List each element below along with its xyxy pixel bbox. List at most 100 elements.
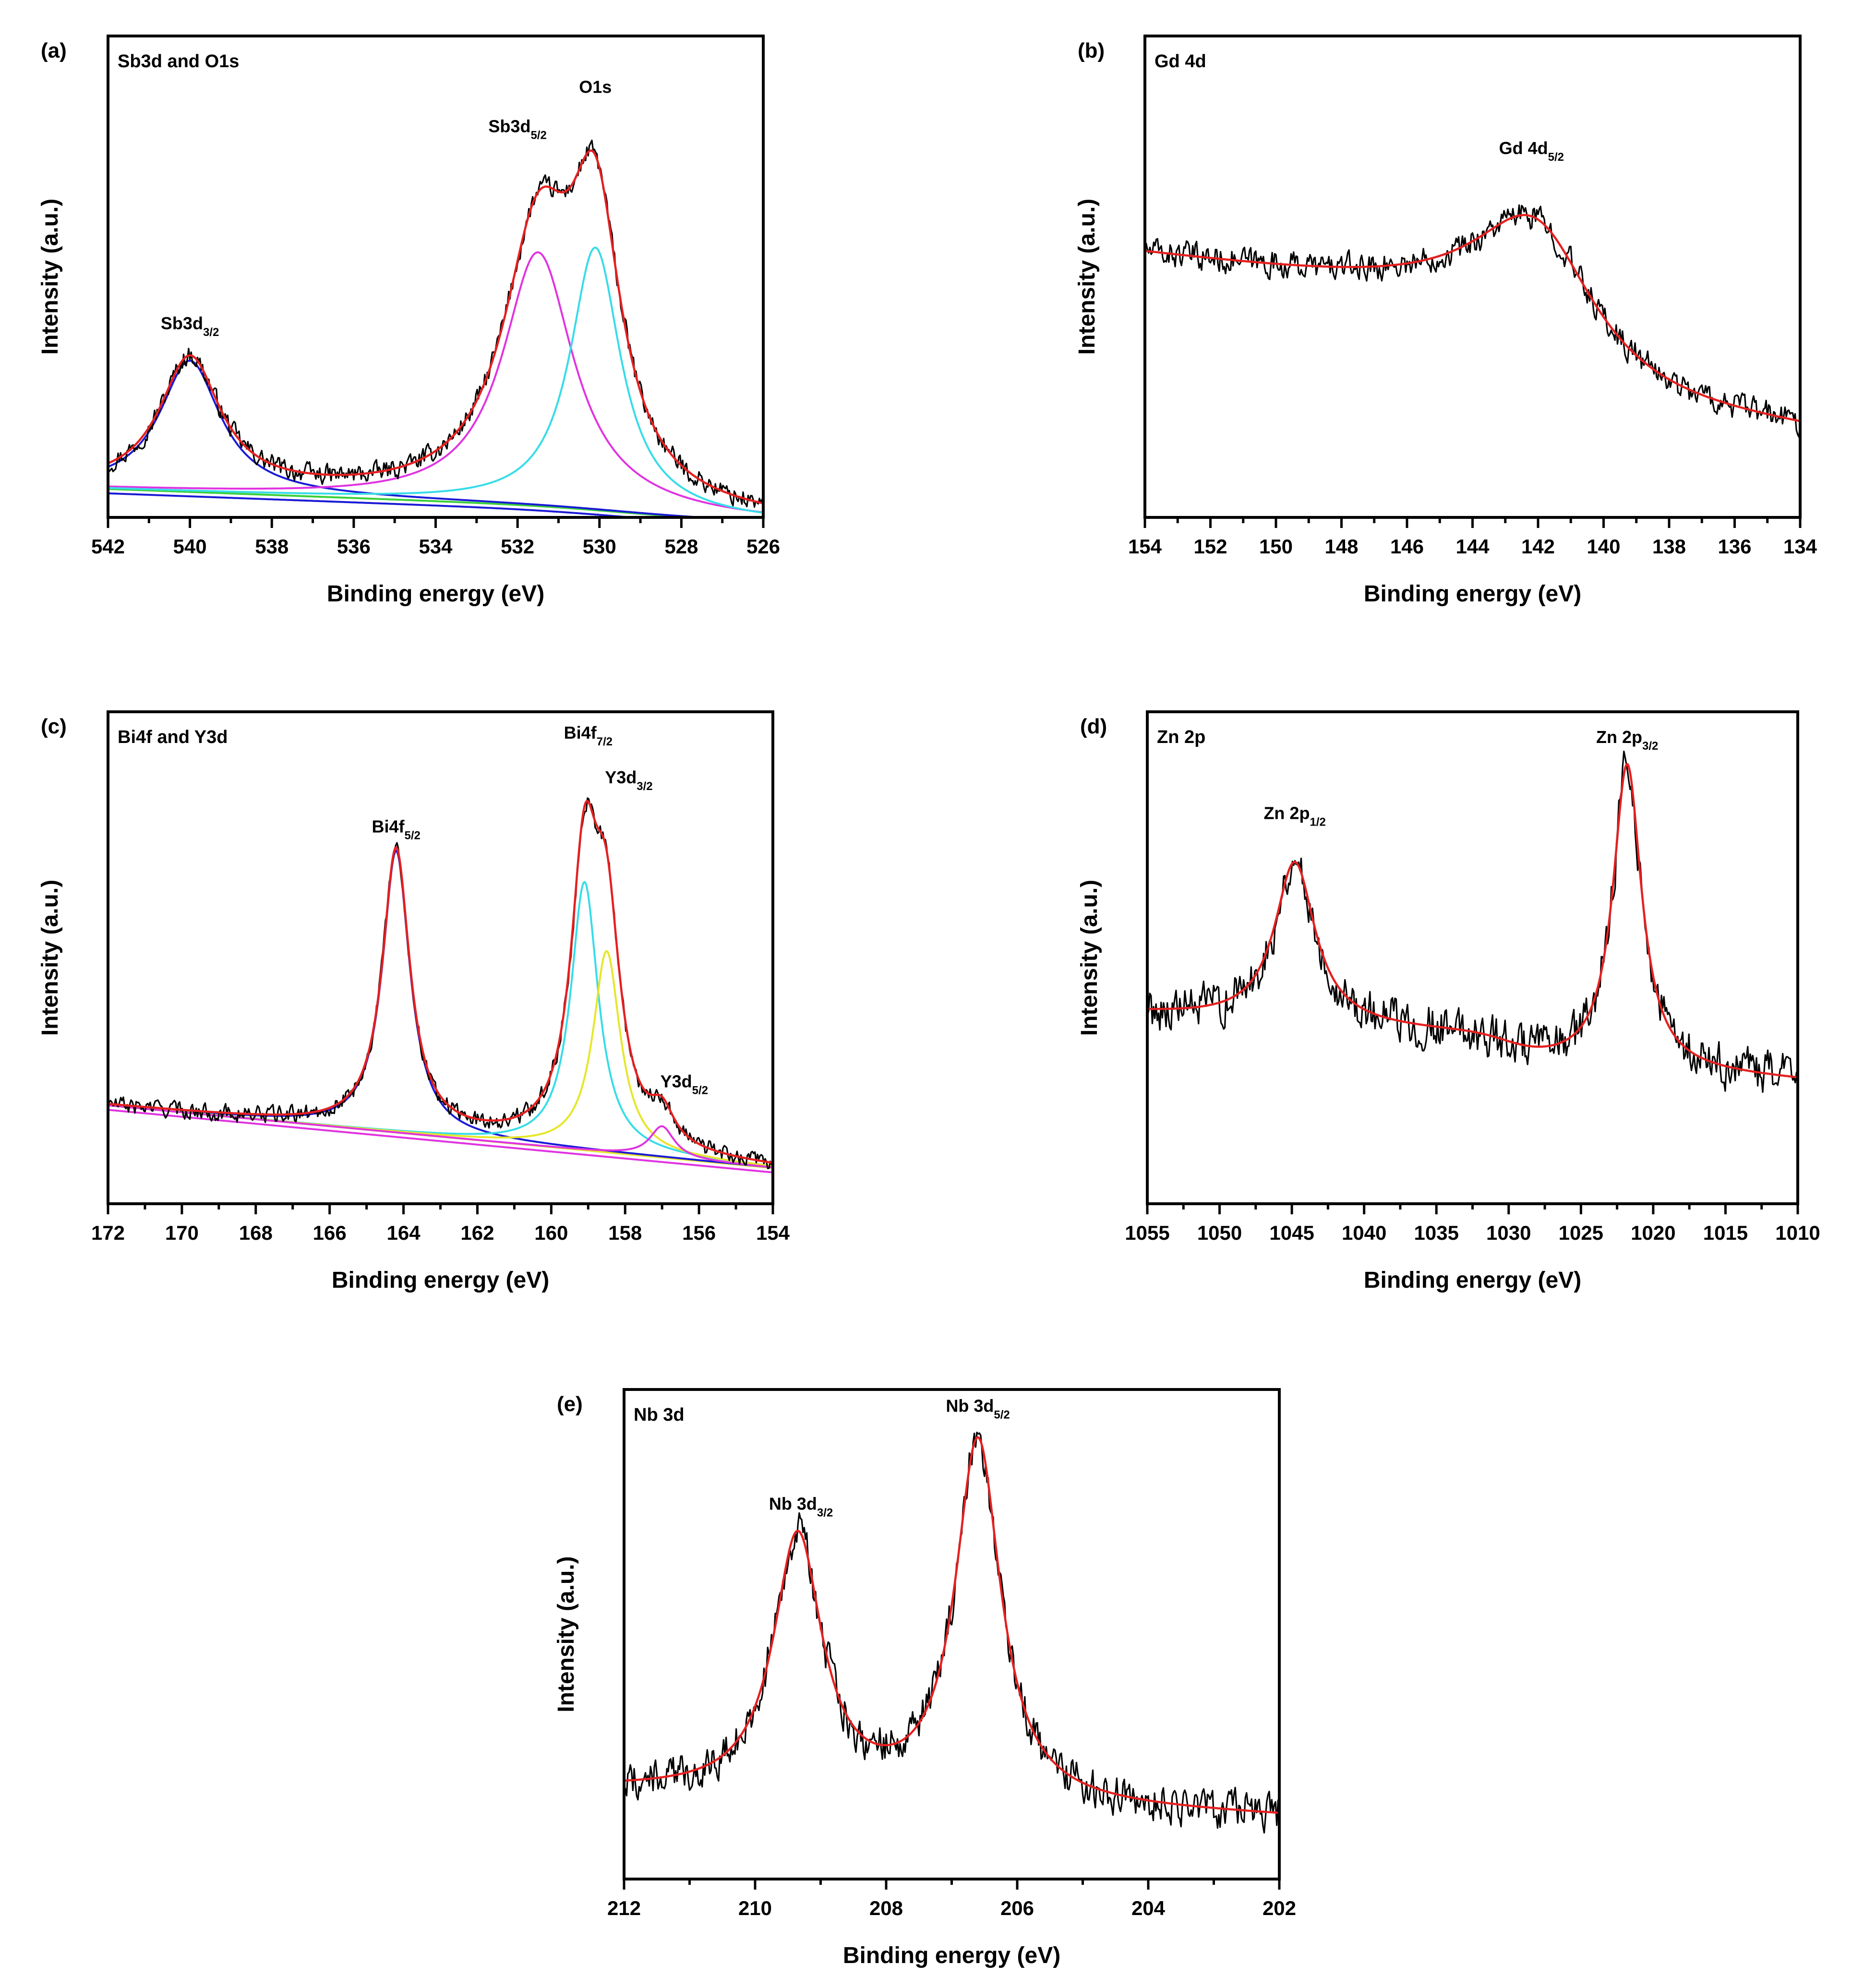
raw-spectrum [1145,204,1800,438]
x-tick-label: 540 [173,535,207,558]
x-tick-label: 1010 [1775,1222,1820,1244]
y-axis-label: Intensity (a.u.) [1077,880,1102,1036]
panel-title: Zn 2p [1157,727,1205,747]
x-tick-label: 528 [664,535,698,558]
x-tick-label: 1025 [1559,1222,1603,1244]
x-tick-label: 134 [1783,535,1817,558]
raw-spectrum [624,1431,1279,1834]
x-tick-label: 138 [1652,535,1686,558]
x-tick-label: 1030 [1486,1222,1531,1244]
peak-annotation: Y3d5/2 [661,1072,708,1097]
x-tick-label: 154 [756,1222,790,1244]
x-tick-label: 206 [1000,1897,1034,1919]
x-tick-label: 526 [746,535,780,558]
x-axis-label: Binding energy (eV) [332,1268,549,1293]
y-axis-label: Intensity (a.u.) [1074,199,1100,355]
x-tick-label: 210 [738,1897,772,1919]
y-axis-label: Intensity (a.u.) [553,1556,579,1712]
panel-b: 154 152 150 148 146 144 142 140 138 136 134 Binding… [1074,35,1817,607]
x-tick-label: 154 [1128,535,1162,558]
y-axis-label: Intensity (a.u.) [37,880,63,1036]
x-tick-label: 146 [1390,535,1424,558]
x-tick-label: 534 [419,535,453,558]
panel-e: 212 210 208 206 204 202 Binding energy (eV) Int… [553,1388,1296,1968]
x-tick-label: 204 [1131,1897,1166,1919]
x-tick-label: 156 [682,1222,716,1244]
panel-label: (e) [557,1392,583,1416]
x-tick-label: 538 [255,535,289,558]
x-tick-label: 166 [313,1222,347,1244]
x-tick-label: 144 [1455,535,1490,558]
peak-annotation: Bi4f5/2 [372,817,420,842]
x-tick-label: 1015 [1703,1222,1748,1244]
peak-annotation: Nb 3d5/2 [946,1396,1010,1421]
panel-d: 1055 1050 1045 1040 1035 1030 1025 1020 1015 1010… [1077,710,1820,1293]
panel-label: (a) [41,39,67,62]
x-tick-label: 168 [239,1222,273,1244]
panel-a: 542 540 538 536 534 532 530 528 526 Binding energ… [37,35,780,607]
panel-c: 172 170 168 166 164 162 160 158 156 154 Binding en… [37,710,790,1293]
x-tick-label: 1050 [1197,1222,1242,1244]
x-axis-label: Binding energy (eV) [1364,1268,1581,1293]
x-tick-label: 212 [607,1897,641,1919]
panel-title: Nb 3d [634,1405,685,1425]
component-peak [108,881,773,1167]
plot-area [1147,750,1798,1093]
x-tick-label: 172 [91,1222,125,1244]
component-peak [108,251,763,514]
x-tick-label: 542 [91,535,125,558]
x-tick-label: 1040 [1342,1222,1386,1244]
plot-area [108,797,773,1174]
peak-annotation: Y3d3/2 [605,767,652,793]
peak-annotation: Zn 2p3/2 [1596,727,1658,753]
envelope-fit [624,1436,1279,1814]
x-axis-label: Binding energy (eV) [843,1943,1060,1968]
peak-annotation: Sb3d3/2 [161,313,219,339]
x-tick-label: 536 [337,535,371,558]
plot-frame [1146,710,1799,1205]
x-tick-label: 1020 [1631,1222,1675,1244]
panel-title: Bi4f and Y3d [118,727,228,747]
panel-title: Gd 4d [1154,51,1206,72]
x-tick-label: 162 [460,1222,494,1244]
x-tick-label: 530 [583,535,616,558]
envelope-fit [108,149,763,504]
background-line [108,492,643,517]
x-tick-label: 140 [1587,535,1620,558]
x-axis-label: Binding energy (eV) [327,581,544,607]
plot-area [1145,204,1800,438]
x-axis-label: Binding energy (eV) [1364,581,1581,607]
x-tick-label: 1055 [1125,1222,1169,1244]
envelope-fit [108,800,773,1164]
x-tick-label: 532 [501,535,534,558]
peak-annotation: Gd 4d5/2 [1499,138,1564,164]
plot-area [108,139,763,517]
panel-label: (d) [1080,715,1107,738]
x-tick-label: 142 [1521,535,1555,558]
x-tick-label: 1035 [1414,1222,1459,1244]
x-tick-label: 164 [387,1222,421,1244]
component-peak [108,246,763,514]
x-tick-label: 202 [1263,1897,1296,1919]
background-line [108,1109,773,1174]
peak-annotation: O1s [579,77,612,97]
y-axis-label: Intensity (a.u.) [37,199,63,355]
x-tick-label: 136 [1718,535,1751,558]
x-tick-label: 152 [1193,535,1227,558]
x-tick-label: 148 [1324,535,1358,558]
plot-frame [1143,35,1802,519]
x-tick-label: 208 [869,1897,903,1919]
plot-frame [107,710,774,1205]
x-tick-label: 150 [1259,535,1293,558]
component-peak [108,950,773,1167]
peak-annotation: Zn 2p1/2 [1263,803,1325,829]
peak-annotation: Sb3d5/2 [488,117,546,142]
panel-label: (b) [1078,39,1105,62]
envelope-fit [1145,214,1800,422]
panel-title: Sb3d and O1s [118,51,239,72]
peak-annotation: Bi4f7/2 [564,723,613,748]
x-tick-label: 158 [608,1222,642,1244]
x-tick-label: 170 [165,1222,199,1244]
peak-annotation: Nb 3d3/2 [769,1494,833,1519]
